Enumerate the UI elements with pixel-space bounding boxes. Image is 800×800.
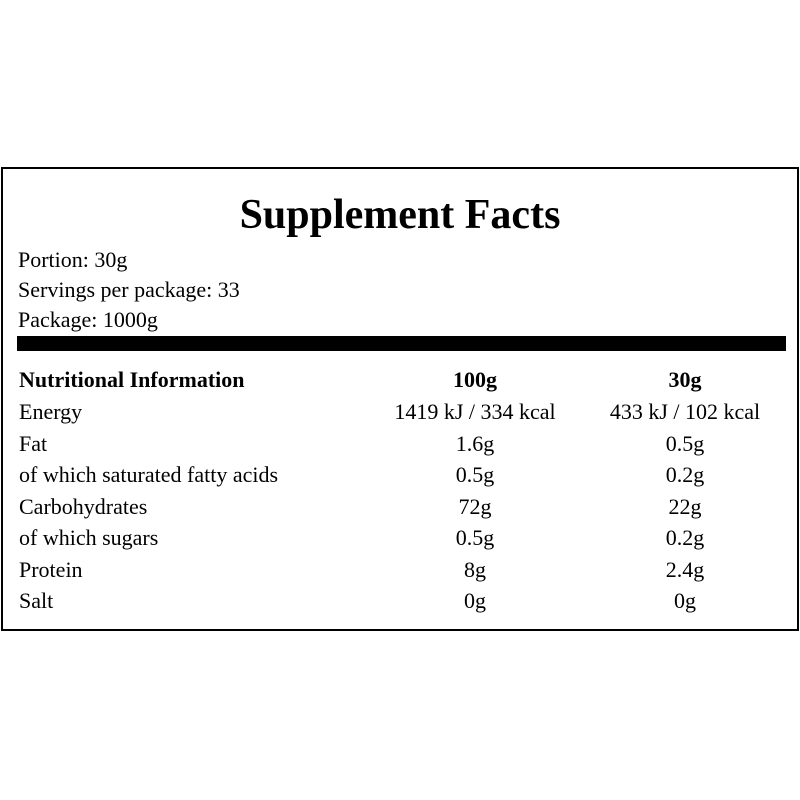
nutrient-value: 433 kJ / 102 kcal <box>609 399 761 424</box>
nutrient-name: of which saturated fatty acids <box>19 462 279 487</box>
title: Supplement Facts <box>239 192 561 238</box>
column-header: Nutritional Information <box>19 367 245 392</box>
nutrient-value: 0g <box>464 588 486 613</box>
divider-bar <box>17 336 786 351</box>
nutrient-value: 0.2g <box>665 525 705 550</box>
nutrient-value: 0.2g <box>665 462 705 487</box>
nutrient-value: 0.5g <box>455 462 495 487</box>
serving-info: Servings per package: 33 <box>18 277 240 302</box>
nutrient-value: 72g <box>458 493 492 519</box>
serving-info: Package: 1000g <box>18 307 158 332</box>
nutrient-name: Energy <box>19 399 83 424</box>
serving-info: Portion: 30g <box>18 247 128 272</box>
nutrient-name: Protein <box>19 556 83 582</box>
nutrient-name: Salt <box>19 588 54 613</box>
nutrient-value: 8g <box>464 556 486 582</box>
nutrient-value: 0.5g <box>665 430 705 456</box>
nutrient-value: 0.5g <box>455 525 495 550</box>
nutrient-value: 1419 kJ / 334 kcal <box>394 399 556 424</box>
facts-panel: Supplement Facts Portion: 30g Servings pe… <box>1 167 799 631</box>
nutrient-value: 2.4g <box>665 556 705 582</box>
nutrient-name: Carbohydrates <box>19 493 148 519</box>
nutrient-value: 1.6g <box>455 430 495 456</box>
column-header: 100g <box>453 367 497 392</box>
nutrient-name: Fat <box>19 430 48 456</box>
nutrient-value: 0g <box>674 588 696 613</box>
nutrient-name: of which sugars <box>19 525 159 550</box>
column-header: 30g <box>668 367 702 392</box>
nutrient-value: 22g <box>668 493 702 519</box>
